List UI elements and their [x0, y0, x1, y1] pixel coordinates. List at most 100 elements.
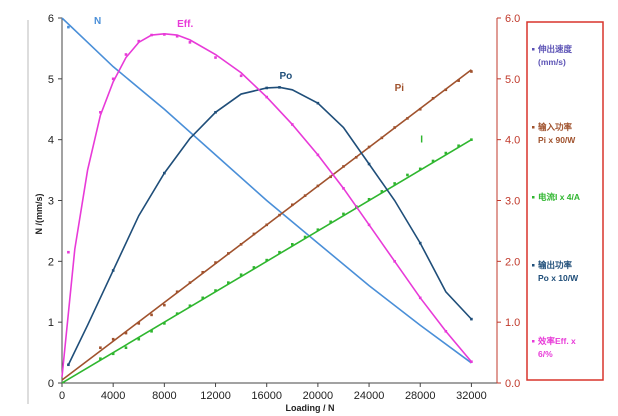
data-point-Eff — [124, 53, 128, 56]
data-point-I — [214, 289, 217, 292]
legend-box — [526, 21, 604, 381]
legend-label-line2: 6/% — [538, 349, 553, 359]
legend-marker — [532, 264, 535, 267]
series-label-Po: Po — [280, 71, 293, 82]
data-point-Po — [418, 241, 422, 245]
data-point-Pi — [265, 223, 269, 227]
data-point-I — [163, 322, 166, 325]
data-point-Pi — [367, 145, 371, 149]
data-point-I — [329, 220, 332, 224]
data-point-I — [457, 144, 460, 148]
data-point-Pi — [278, 213, 281, 217]
data-point-Eff — [150, 33, 153, 37]
series-line-N — [61, 17, 472, 364]
y-tick-label: 6 — [48, 13, 54, 25]
data-point-Pi — [380, 136, 384, 140]
x-tick-label: 12000 — [200, 390, 231, 402]
data-point-Eff — [188, 41, 192, 44]
data-point-Eff — [265, 95, 269, 99]
data-point-I — [303, 235, 307, 239]
data-point-I — [444, 151, 448, 155]
legend-item: 电流I x 4/A — [532, 192, 580, 202]
data-point-I — [201, 296, 205, 300]
data-point-Po — [111, 269, 115, 272]
series-label-N: N — [94, 16, 101, 27]
data-point-Pi — [214, 261, 217, 264]
data-point-I — [290, 243, 294, 246]
series-line-Eff — [61, 33, 473, 377]
data-point-Pi — [227, 252, 230, 255]
data-point-Eff — [111, 77, 115, 81]
legend-label-line2: Pi x 90/W — [538, 135, 576, 145]
data-point-I — [342, 212, 345, 216]
y2-tick-label: 3.0 — [505, 196, 520, 208]
data-point-N — [67, 25, 70, 29]
data-point-Pi — [354, 156, 358, 159]
data-point-I — [175, 312, 179, 315]
data-point-Pi — [188, 281, 192, 284]
y2-tick-label: 2.0 — [505, 256, 520, 268]
data-point-Pi — [470, 70, 473, 73]
data-point-I — [316, 228, 320, 231]
y-tick-label: 1 — [48, 317, 54, 329]
data-point-I — [418, 167, 422, 171]
y2-tick-label: 5.0 — [505, 74, 520, 86]
data-point-Po — [163, 171, 166, 175]
data-point-I — [406, 173, 409, 177]
data-point-I — [124, 346, 128, 350]
legend-label-line1: 效率Eff. x — [538, 336, 576, 346]
data-point-I — [380, 190, 384, 193]
legend-item: 输出功率 Po x 10/W — [532, 260, 579, 283]
legend-marker — [532, 48, 535, 51]
data-point-Eff — [342, 187, 345, 190]
data-point-Pi — [252, 232, 256, 236]
series-Pi — [61, 69, 473, 381]
data-point-Po — [316, 101, 320, 105]
x-tick-label: 24000 — [354, 390, 385, 402]
data-point-Po — [470, 317, 473, 321]
legend-label-line2: (mm/s) — [538, 57, 566, 67]
data-point-Po — [67, 363, 70, 367]
data-point-Eff — [214, 56, 217, 59]
x-tick-label: 4000 — [101, 390, 125, 402]
legend-item: 输入功率 Pi x 90/W — [532, 122, 576, 145]
legend-label-line2: Po x 10/W — [538, 273, 579, 283]
x-tick-label: 28000 — [405, 390, 436, 402]
data-point-I — [188, 304, 192, 308]
data-point-Po — [367, 162, 371, 166]
legend-marker — [532, 126, 535, 129]
legend-label-line1: 输出功率 — [538, 260, 573, 270]
series-line-Po — [67, 86, 472, 366]
data-point-Pi — [124, 331, 128, 335]
data-point-Eff — [99, 110, 102, 114]
data-point-Pi — [418, 107, 422, 111]
data-point-I — [252, 266, 256, 269]
data-point-Eff — [163, 33, 166, 36]
data-point-Pi — [329, 175, 332, 179]
data-point-I — [470, 138, 473, 141]
data-point-Eff — [239, 74, 243, 78]
data-point-Pi — [316, 184, 320, 188]
data-point-Pi — [201, 270, 205, 274]
data-point-I — [111, 352, 115, 356]
data-point-Eff — [444, 329, 448, 333]
data-point-Pi — [99, 346, 102, 350]
y2-tick-label: 0.0 — [505, 378, 520, 390]
y2-tick-label: 1.0 — [505, 317, 520, 329]
x-tick-label: 16000 — [251, 390, 282, 402]
data-point-Pi — [137, 322, 141, 325]
y-tick-label: 0 — [48, 378, 54, 390]
data-point-Pi — [175, 290, 179, 294]
data-point-Pi — [163, 303, 166, 307]
y2-tick-label: 4.0 — [505, 135, 520, 147]
data-point-I — [239, 273, 243, 277]
data-point-Pi — [111, 337, 115, 341]
x-tick-label: 0 — [59, 390, 65, 402]
data-point-Po — [278, 86, 281, 89]
x-tick-label: 32000 — [456, 390, 487, 402]
y-tick-label: 3 — [48, 196, 54, 208]
legend-marker — [532, 340, 535, 343]
series-I — [61, 138, 473, 384]
y2-tick-label: 6.0 — [505, 13, 520, 25]
data-point-Po — [214, 110, 217, 114]
